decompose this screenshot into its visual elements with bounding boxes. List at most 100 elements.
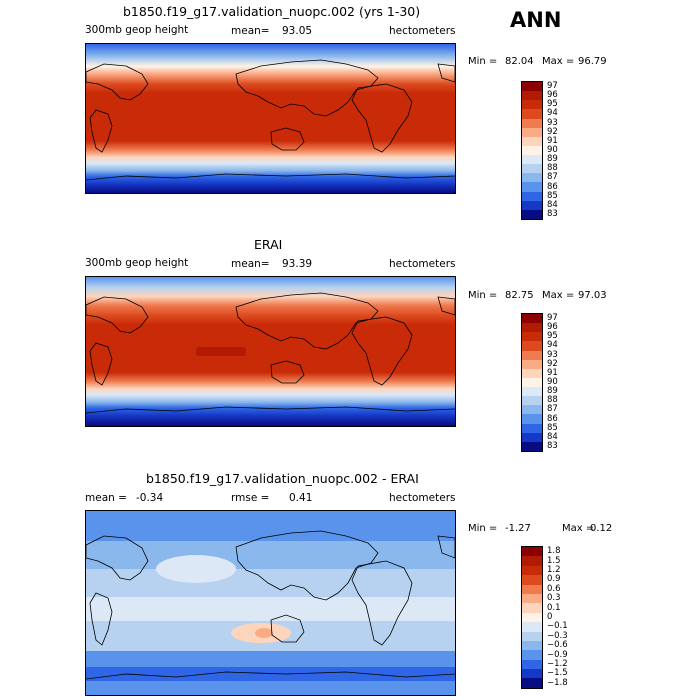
panel-3-colorbar-label: 1.8 [547,546,561,557]
panel-3-colorbar-swatch [522,622,542,632]
panel-3-coast-antarctica [86,671,455,680]
panel-1-colorbar-swatch [522,91,542,101]
panel-1-colorbar-label: 90 [547,145,558,155]
panel-3-pacific-anomaly [156,555,236,583]
panel-2-colorbar-swatch [522,377,542,387]
panel-1-colorbar-swatch [522,191,542,201]
panel-2-colorbar-swatch [522,387,542,397]
panel-1-colorbar-label: 87 [547,172,558,183]
panel-1-mean-label: mean= [231,25,270,37]
panel-2-colorbar-swatch [522,359,542,369]
panel-3-colorbar-swatch [522,584,542,594]
panel-2-coast-africa [351,316,413,386]
panel-2-colorbar-label: 85 [547,422,558,433]
panel-1-colorbar-swatch [522,127,542,137]
panel-2-colorbar-swatch [522,441,542,451]
panel-3-coast-australia [270,614,305,643]
panel-2-coast-antarctica [86,406,455,414]
panel-3-colorbar-label: 0.9 [547,574,561,585]
panel-1-max-label: Max = [542,56,575,67]
panel-3-colorbar-label: −1.5 [547,668,568,679]
panel-2-max-value: 97.03 [578,290,607,301]
panel-1-colorbar-label: 85 [547,190,558,201]
panel-1-units: hectometers [389,25,456,37]
panel-2-colorbar-label: 97 [547,313,558,324]
panel-1-colorbar-swatch [522,136,542,146]
panel-2-colorbar-label: 86 [547,413,558,424]
panel-1-coast-australia [270,127,305,151]
panel-1-colorbar-label: 96 [547,90,558,101]
panel-1-mean-value: 93.05 [282,25,313,37]
panel-3-colorbar-label: 0.6 [547,583,561,594]
panel-1-colorbar-swatch [522,109,542,119]
panel-2-colorbar-label: 88 [547,395,558,406]
panel-1-colorbar [521,81,543,220]
panel-3-colorbar-swatch [522,547,542,557]
panel-2-coast-australia [270,360,305,384]
panel-2-colorbar-swatch [522,350,542,360]
panel-3-colorbar-swatch [522,640,542,651]
panel-1-colorbar-label: 89 [547,154,558,165]
panel-2-colorbar [521,313,543,452]
panel-3-colorbar-swatch [522,669,542,679]
panel-3-rmse-value: 0.41 [289,492,313,504]
panel-1-colorbar-label: 94 [547,108,558,119]
panel-2-colorbar-label: 90 [547,377,558,387]
panel-2-colorbar-swatch [522,332,542,342]
panel-1-colorbar-swatch [522,209,542,219]
panel-3-colorbar-swatch [522,678,542,688]
panel-2-mean-label: mean= [231,258,270,270]
panel-2-coast-samerica [89,342,113,386]
panel-2-colorbar-swatch [522,341,542,351]
panel-2-title: ERAI [254,237,283,252]
panel-2-colorbar-label: 84 [547,431,558,442]
panel-2-colorbar-swatch [522,414,542,424]
panel-1-colorbar-swatch [522,100,542,110]
panel-2-mean-value: 93.39 [282,258,313,270]
panel-1-title: b1850.f19_g17.validation_nuopc.002 (yrs … [123,4,421,19]
panel-1-coast-antarctica [86,173,455,181]
panel-1-colorbar-label: 91 [547,135,558,146]
panel-1-field [86,44,455,193]
panel-3-colorbar-label: 0 [547,612,553,622]
panel-2-colorbar-swatch [522,396,542,406]
panel-3-min-label: Min = [468,523,498,534]
panel-3-colorbar-label: 0.3 [547,593,561,604]
panel-1-min-value: 82.04 [505,56,534,67]
panel-3-colorbar-swatch [522,612,542,623]
panel-3-units: hectometers [389,492,456,504]
panel-1-colorbar-label: 97 [547,81,558,92]
panel-1-colorbar-label: 88 [547,163,558,174]
panel-2-colorbar-label: 96 [547,322,558,333]
season-label: ANN [510,8,562,32]
panel-3-colorbar-label: −1.2 [547,659,568,669]
panel-3-colorbar-label: 1.5 [547,555,561,566]
panel-2-min-label: Min = [468,290,498,301]
panel-3-coast-namerica [86,535,455,581]
panel-2-colorbar-swatch [522,432,542,442]
panel-2-variable: 300mb geop height [85,257,189,269]
panel-1-colorbar-label: 92 [547,126,558,137]
panel-1-colorbar-label: 95 [547,99,558,110]
panel-2-colorbar-swatch [522,314,542,324]
panel-3-min-value: -1.27 [505,523,531,534]
panel-3-colorbar-label: −0.1 [547,621,568,632]
panel-3-colorbar-swatch [522,593,542,604]
panel-2-min-value: 82.75 [505,290,534,301]
panel-1-coast-asia [235,59,379,117]
panel-2-colorbar-label: 94 [547,340,558,351]
panel-2-warm-pool [196,347,246,356]
panel-3-mean-value: -0.34 [136,492,164,504]
panel-1-colorbar-swatch [522,145,542,155]
panel-2-coast-namerica [86,296,455,334]
panel-2-colorbar-swatch [522,368,542,378]
panel-3-max-value: 0.12 [590,523,613,534]
panel-2-coast-asia [235,292,379,350]
panel-1-colorbar-swatch [522,200,542,210]
panel-1-coast-namerica [86,63,455,101]
panel-2-colorbar-label: 89 [547,386,558,397]
panel-2-map [85,276,456,427]
panel-3-title: b1850.f19_g17.validation_nuopc.002 - ERA… [146,471,419,486]
panel-1-colorbar-swatch [522,164,542,174]
panel-3-colorbar-swatch [522,631,542,641]
